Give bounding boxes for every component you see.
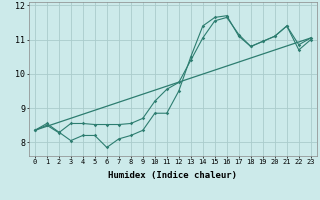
X-axis label: Humidex (Indice chaleur): Humidex (Indice chaleur) (108, 171, 237, 180)
